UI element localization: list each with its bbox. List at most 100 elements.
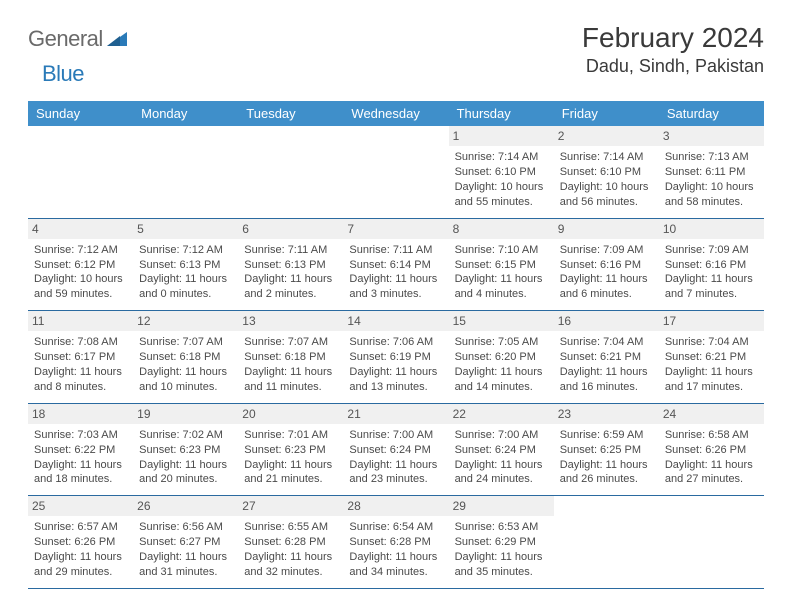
sunrise-text: Sunrise: 7:09 AM	[560, 243, 653, 258]
daylight1-text: Daylight: 11 hours	[455, 550, 548, 565]
sunrise-text: Sunrise: 7:04 AM	[560, 335, 653, 350]
day-number: 13	[238, 311, 343, 331]
day-cell: 28Sunrise: 6:54 AMSunset: 6:28 PMDayligh…	[343, 496, 448, 588]
daylight2-text: and 17 minutes.	[665, 380, 758, 395]
daylight1-text: Daylight: 11 hours	[34, 550, 127, 565]
sunset-text: Sunset: 6:23 PM	[139, 443, 232, 458]
week-row: 11 Sunrise: 7:08 AMSunset: 6:17 PM Dayligh…	[28, 311, 764, 404]
daylight2-text: and 56 minutes.	[560, 195, 653, 210]
day-cell: 16Sunrise: 7:04 AMSunset: 6:21 PMDayligh…	[554, 311, 659, 403]
sunset-text: Sunset: 6:25 PM	[560, 443, 653, 458]
daylight2-text: and 18 minutes.	[34, 472, 127, 487]
dayname-saturday: Saturday	[659, 101, 764, 126]
sunset-text: Sunset: 6:27 PM	[139, 535, 232, 550]
daylight2-text: and 10 minutes.	[139, 380, 232, 395]
daylight1-text: Daylight: 11 hours	[455, 272, 548, 287]
week-row: 4Sunrise: 7:12 AMSunset: 6:12 PMDaylight…	[28, 219, 764, 312]
daylight1-text: Daylight: 11 hours	[244, 458, 337, 473]
sunrise-text: Sunrise: 7:14 AM	[560, 150, 653, 165]
dayname-row: Sunday Monday Tuesday Wednesday Thursday…	[28, 101, 764, 126]
day-number: 28	[343, 496, 448, 516]
day-number: 17	[659, 311, 764, 331]
day-number: 20	[238, 404, 343, 424]
sunset-text: Sunset: 6:21 PM	[665, 350, 758, 365]
daylight2-text: and 8 minutes.	[34, 380, 127, 395]
daylight1-text: Daylight: 11 hours	[665, 458, 758, 473]
title-block: February 2024 Dadu, Sindh, Pakistan	[582, 22, 764, 77]
sunrise-text: Sunrise: 7:13 AM	[665, 150, 758, 165]
day-number: 3	[659, 126, 764, 146]
sunrise-text: Sunrise: 6:54 AM	[349, 520, 442, 535]
sunset-text: Sunset: 6:10 PM	[455, 165, 548, 180]
sunrise-text: Sunrise: 7:07 AM	[244, 335, 337, 350]
daylight2-text: and 4 minutes.	[455, 287, 548, 302]
day-number: 21	[343, 404, 448, 424]
day-cell: 1Sunrise: 7:14 AMSunset: 6:10 PMDaylight…	[449, 126, 554, 218]
day-cell: 24Sunrise: 6:58 AMSunset: 6:26 PMDayligh…	[659, 404, 764, 496]
sunset-text: Sunset: 6:12 PM	[34, 258, 127, 273]
daylight2-text: and 31 minutes.	[139, 565, 232, 580]
sunrise-text: Sunrise: 6:56 AM	[139, 520, 232, 535]
sunset-text: Sunset: 6:23 PM	[244, 443, 337, 458]
day-number: 6	[238, 219, 343, 239]
daylight2-text: and 14 minutes.	[455, 380, 548, 395]
sunrise-text: Sunrise: 7:06 AM	[349, 335, 442, 350]
sunrise-text: Sunrise: 6:57 AM	[34, 520, 127, 535]
day-number: 11	[28, 311, 133, 331]
sunset-text: Sunset: 6:29 PM	[455, 535, 548, 550]
location-subtitle: Dadu, Sindh, Pakistan	[582, 56, 764, 77]
sunrise-text: Sunrise: 7:08 AM	[34, 335, 127, 350]
day-cell	[28, 126, 133, 218]
day-number: 5	[133, 219, 238, 239]
daylight1-text: Daylight: 11 hours	[665, 272, 758, 287]
sunset-text: Sunset: 6:18 PM	[244, 350, 337, 365]
day-number: 18	[28, 404, 133, 424]
calendar-page: General February 2024 Dadu, Sindh, Pakis…	[0, 0, 792, 609]
sunrise-text: Sunrise: 6:55 AM	[244, 520, 337, 535]
dayname-sunday: Sunday	[28, 101, 133, 126]
day-cell: 17Sunrise: 7:04 AMSunset: 6:21 PMDayligh…	[659, 311, 764, 403]
day-number: 7	[343, 219, 448, 239]
daylight1-text: Daylight: 10 hours	[34, 272, 127, 287]
sunset-text: Sunset: 6:18 PM	[139, 350, 232, 365]
sunrise-text: Sunrise: 7:12 AM	[34, 243, 127, 258]
day-cell: 8Sunrise: 7:10 AMSunset: 6:15 PMDaylight…	[449, 219, 554, 311]
daylight2-text: and 16 minutes.	[560, 380, 653, 395]
sunrise-text: Sunrise: 7:11 AM	[244, 243, 337, 258]
day-number: 24	[659, 404, 764, 424]
daylight2-text: and 11 minutes.	[244, 380, 337, 395]
week-row: 25Sunrise: 6:57 AMSunset: 6:26 PMDayligh…	[28, 496, 764, 589]
daylight2-text: and 29 minutes.	[34, 565, 127, 580]
daylight1-text: Daylight: 10 hours	[560, 180, 653, 195]
sunset-text: Sunset: 6:14 PM	[349, 258, 442, 273]
day-cell: 21Sunrise: 7:00 AMSunset: 6:24 PMDayligh…	[343, 404, 448, 496]
daylight2-text: and 21 minutes.	[244, 472, 337, 487]
sunset-text: Sunset: 6:10 PM	[560, 165, 653, 180]
day-cell: 4Sunrise: 7:12 AMSunset: 6:12 PMDaylight…	[28, 219, 133, 311]
daylight1-text: Daylight: 11 hours	[665, 365, 758, 380]
day-number: 14	[343, 311, 448, 331]
day-cell	[659, 496, 764, 588]
sunrise-text: Sunrise: 7:00 AM	[349, 428, 442, 443]
daylight1-text: Daylight: 10 hours	[455, 180, 548, 195]
day-cell: 27Sunrise: 6:55 AMSunset: 6:28 PMDayligh…	[238, 496, 343, 588]
sunset-text: Sunset: 6:16 PM	[560, 258, 653, 273]
week-row: 1Sunrise: 7:14 AMSunset: 6:10 PMDaylight…	[28, 126, 764, 219]
day-cell: 13Sunrise: 7:07 AMSunset: 6:18 PMDayligh…	[238, 311, 343, 403]
day-cell: 26Sunrise: 6:56 AMSunset: 6:27 PMDayligh…	[133, 496, 238, 588]
sunset-text: Sunset: 6:17 PM	[34, 350, 127, 365]
day-cell	[238, 126, 343, 218]
day-cell: 23Sunrise: 6:59 AMSunset: 6:25 PMDayligh…	[554, 404, 659, 496]
day-cell: 10Sunrise: 7:09 AMSunset: 6:16 PMDayligh…	[659, 219, 764, 311]
daylight2-text: and 55 minutes.	[455, 195, 548, 210]
day-cell: 5Sunrise: 7:12 AMSunset: 6:13 PMDaylight…	[133, 219, 238, 311]
calendar-grid: Sunday Monday Tuesday Wednesday Thursday…	[28, 101, 764, 589]
day-cell: 25Sunrise: 6:57 AMSunset: 6:26 PMDayligh…	[28, 496, 133, 588]
brand-logo: General	[28, 22, 129, 52]
daylight2-text: and 6 minutes.	[560, 287, 653, 302]
dayname-monday: Monday	[133, 101, 238, 126]
daylight2-text: and 27 minutes.	[665, 472, 758, 487]
day-cell	[343, 126, 448, 218]
sunrise-text: Sunrise: 7:09 AM	[665, 243, 758, 258]
day-number: 9	[554, 219, 659, 239]
